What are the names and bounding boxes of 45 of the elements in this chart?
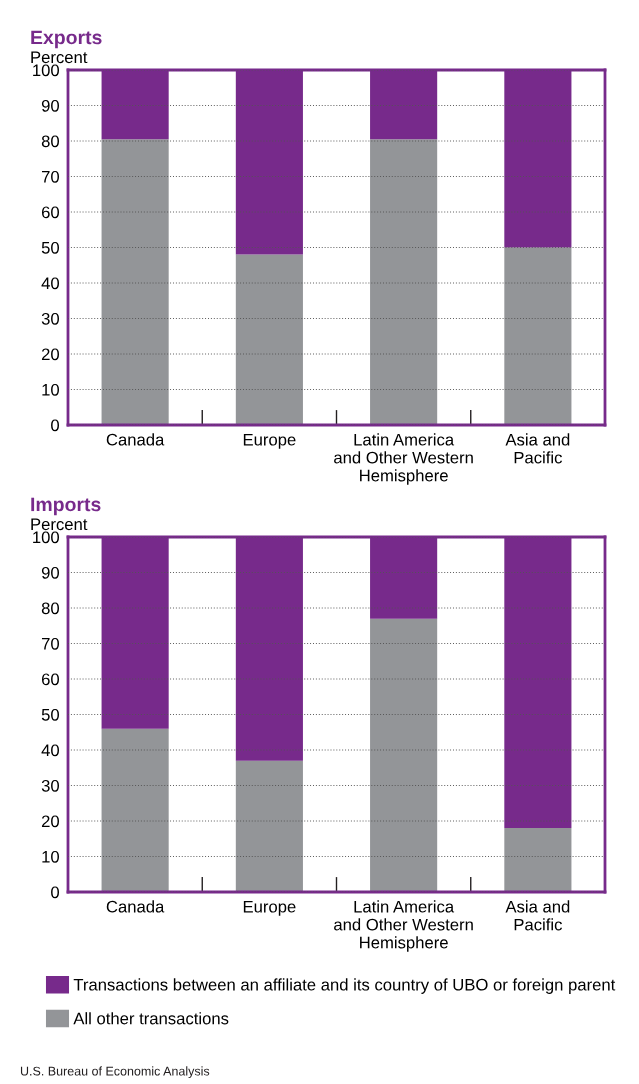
y-tick-label: 100 [33, 64, 60, 77]
y-tick-label: 40 [41, 744, 60, 757]
x-tick-label: Europe [243, 900, 296, 916]
y-tick-label: 50 [41, 241, 60, 254]
chart-title: Imports [31, 497, 101, 516]
bar [235, 254, 303, 425]
bar [101, 139, 169, 425]
text: U.S. Bureau of Economic Analysis [20, 1066, 210, 1078]
bar [504, 247, 572, 425]
y-tick-label: 70 [41, 170, 60, 183]
bar [235, 760, 303, 892]
y-tick-label: 90 [41, 99, 60, 112]
y-tick-label: 40 [41, 277, 60, 290]
y-tick-label: 0 [51, 886, 60, 899]
y-tick-label: 100 [33, 531, 60, 544]
y-tick-label: 20 [41, 348, 60, 361]
y-tick-label: 30 [41, 312, 60, 325]
y-tick-label: 20 [41, 815, 60, 828]
x-tick-label: Asia and Pacific [505, 433, 570, 464]
x-tick-label: Latin America and Other Western Hemisphere [334, 433, 473, 485]
y-tick-label: 10 [42, 850, 60, 863]
y-tick-label: 80 [41, 135, 60, 148]
bar [101, 728, 169, 892]
x-tick-label: Europe [243, 433, 296, 449]
y-tick-label: 10 [42, 383, 60, 396]
y-tick-label: 0 [51, 419, 60, 432]
y-tick-label: 70 [41, 637, 60, 650]
y-tick-label: 80 [41, 602, 60, 615]
x-tick-label: Canada [106, 900, 165, 913]
x-tick-label: Latin America and Other Western Hemisphere [334, 900, 473, 952]
y-tick-label: 60 [41, 206, 60, 219]
x-tick-label: Canada [106, 433, 165, 446]
chart-title: Exports [31, 30, 102, 49]
legend-label: Transactions between an affiliate and its country of UBO or foreign parent [73, 978, 616, 994]
y-tick-label: 90 [41, 566, 60, 579]
bar [370, 139, 438, 425]
y-tick-label: 30 [41, 779, 60, 792]
bar [504, 828, 572, 892]
bar [370, 618, 438, 892]
y-axis-title: Percent [31, 51, 88, 64]
y-tick-label: 50 [41, 708, 60, 721]
y-tick-label: 60 [41, 673, 60, 686]
legend-label: All other transactions [73, 1012, 229, 1025]
x-tick-label: Asia and Pacific [505, 900, 570, 931]
y-axis-title: Percent [31, 518, 88, 531]
